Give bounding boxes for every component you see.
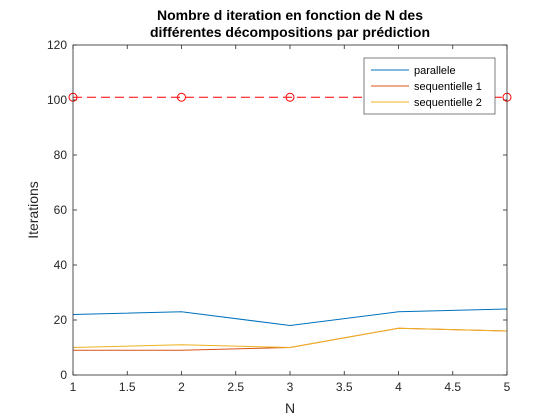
y-tick-label: 60: [54, 203, 68, 217]
series-line-3: [72, 327, 508, 349]
legend-label-2: sequentielle 1: [414, 81, 482, 93]
legend: parallele sequentielle 1 sequentielle 2: [363, 57, 496, 115]
x-tick-label: 4.5: [444, 380, 461, 394]
x-tick-label: 1: [70, 380, 77, 394]
reference-point: [285, 92, 295, 102]
y-tick-label: 40: [54, 258, 68, 272]
series-line-1: [72, 308, 508, 327]
x-tick-label: 5: [504, 380, 511, 394]
x-tick-label: 3.5: [336, 380, 353, 394]
chart-title-line-1: Nombre d iteration en fonction de N des: [157, 7, 423, 23]
chart-title-line-2: différentes décompositions par prédictio…: [150, 24, 430, 40]
x-tick-label: 4: [395, 380, 402, 394]
x-tick-label: 1.5: [119, 380, 136, 394]
legend-label-3: sequentielle 2: [414, 97, 482, 109]
y-tick-label: 120: [47, 38, 67, 52]
y-tick-label: 0: [60, 368, 67, 382]
x-tick-label: 2: [178, 380, 185, 394]
x-axis-label: N: [285, 400, 295, 416]
plot-frame: [72, 44, 508, 376]
y-tick-label: 100: [47, 93, 67, 107]
x-tick-label: 3: [287, 380, 294, 394]
y-tick-label: 20: [54, 313, 68, 327]
y-tick-label: 80: [54, 148, 68, 162]
x-tick-label: 2.5: [227, 380, 244, 394]
reference-point: [177, 92, 186, 102]
legend-label-1: parallele: [414, 65, 456, 77]
y-axis-label: Iterations: [25, 181, 41, 239]
